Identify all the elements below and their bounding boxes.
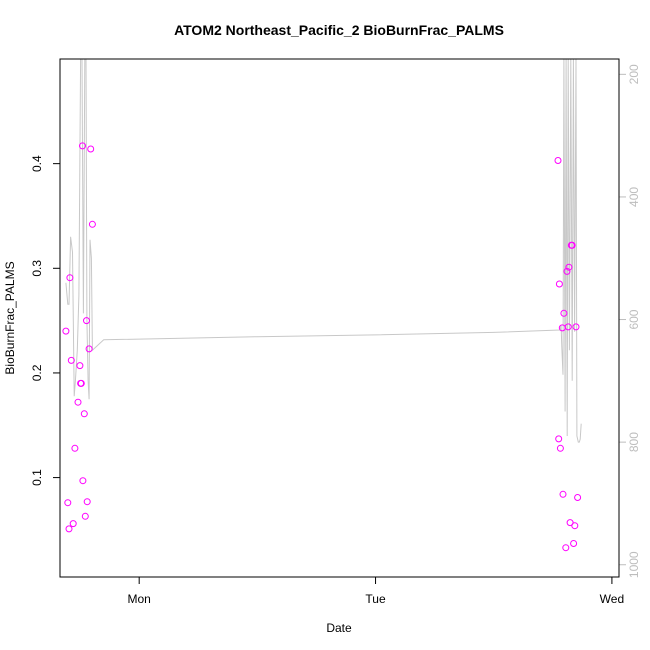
chart-title: ATOM2 Northeast_Pacific_2 BioBurnFrac_PA… [174, 22, 504, 38]
data-point [555, 280, 563, 288]
data-point [85, 345, 93, 353]
data-point [565, 263, 573, 271]
y-tick-label: 0.2 [30, 364, 44, 381]
data-point [566, 519, 574, 527]
x-tick-label: Mon [128, 592, 151, 606]
right-tick-label: 1000 [627, 551, 641, 578]
y-tick-label: 0.3 [30, 260, 44, 277]
right-tick-label: 200 [627, 64, 641, 84]
data-point [560, 309, 568, 317]
data-point [83, 498, 91, 506]
data-point [74, 398, 82, 406]
x-tick-label: Tue [365, 592, 386, 606]
data-point [79, 477, 87, 485]
data-point [563, 267, 571, 275]
data-point [76, 362, 84, 370]
data-point [67, 356, 75, 364]
y-tick-label: 0.4 [30, 155, 44, 172]
altitude-line [65, 59, 582, 443]
data-point [554, 157, 562, 164]
data-point [71, 444, 79, 452]
altitude-line-series [65, 59, 582, 443]
data-point [562, 544, 570, 552]
data-point [80, 410, 88, 418]
data-point [87, 145, 95, 153]
data-point [564, 323, 572, 331]
data-point [572, 323, 580, 331]
right-tick-label: 400 [627, 187, 641, 207]
data-point [555, 435, 563, 443]
right-tick-label: 600 [627, 309, 641, 329]
bioburnfrac-points-series [62, 142, 582, 552]
data-point [65, 525, 73, 533]
y-tick-label: 0.1 [30, 469, 44, 486]
data-point [559, 490, 567, 498]
y-axis-label: BioBurnFrac_PALMS [3, 261, 17, 374]
data-point [568, 241, 576, 249]
data-point [571, 522, 579, 530]
data-point [574, 494, 582, 501]
plot-frame [59, 58, 620, 578]
data-point [66, 274, 74, 282]
data-point [77, 379, 85, 387]
data-point [83, 317, 90, 325]
data-point [570, 540, 578, 547]
right-tick-label: 800 [627, 432, 641, 452]
data-point [62, 327, 70, 335]
data-point [79, 142, 86, 150]
data-point [556, 444, 564, 452]
data-point [69, 520, 77, 528]
x-tick-label: Wed [600, 592, 624, 606]
data-point [64, 499, 72, 507]
data-point [88, 220, 96, 228]
data-point [81, 512, 89, 520]
x-axis-label: Date [326, 621, 352, 635]
